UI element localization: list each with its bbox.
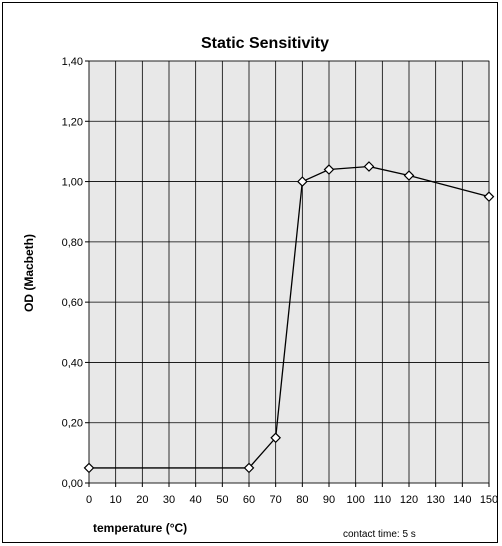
x-tick-label: 20 xyxy=(136,494,148,506)
grid-lines xyxy=(88,60,490,484)
data-point-marker xyxy=(296,176,308,187)
x-tick-label: 0 xyxy=(86,494,92,506)
x-axis-title: temperature (°C) xyxy=(93,521,187,535)
plot-area xyxy=(88,60,490,484)
x-tick-label: 70 xyxy=(270,494,282,506)
data-point-marker xyxy=(243,462,255,474)
x-tick-label: 100 xyxy=(346,494,364,506)
x-axis-ticks: 0 10 20 30 40 50 60 70 80 90 100 110 120 130 140 150 xyxy=(86,483,498,506)
data-point-marker xyxy=(403,170,415,181)
data-point-marker xyxy=(483,191,495,202)
data-point-marker xyxy=(270,432,282,444)
data-point-marker xyxy=(363,161,375,172)
x-tick-label: 120 xyxy=(400,494,418,506)
chart-frame: Static Sensitivity 0,00 0,20 0,40 0,60 0,80 1… xyxy=(2,2,498,543)
contact-time-note: contact time: 5 s xyxy=(343,529,416,540)
series-line xyxy=(89,165,490,469)
x-tick-label: 150 xyxy=(480,494,498,506)
y-tick-label: 0,60 xyxy=(62,297,83,309)
x-tick-label: 40 xyxy=(190,494,202,506)
x-tick-label: 80 xyxy=(296,494,308,506)
chart-title: Static Sensitivity xyxy=(201,35,329,52)
x-tick-label: 10 xyxy=(110,494,122,506)
x-tick-label: 90 xyxy=(323,494,335,506)
x-tick-label: 130 xyxy=(426,494,444,506)
static-sensitivity-chart: Static Sensitivity 0,00 0,20 0,40 0,60 0,80 1… xyxy=(22,35,498,540)
y-axis-ticks: 0,00 0,20 0,40 0,60 0,80 1,00 1,20 1,40 xyxy=(62,56,89,490)
x-tick-label: 30 xyxy=(163,494,175,506)
y-tick-label: 0,40 xyxy=(62,357,83,369)
y-tick-label: 1,20 xyxy=(62,116,83,128)
y-tick-label: 1,40 xyxy=(62,56,83,68)
x-tick-label: 60 xyxy=(243,494,255,506)
x-tick-label: 110 xyxy=(374,494,392,506)
data-point-marker xyxy=(323,164,335,175)
data-point-marker xyxy=(83,462,95,474)
y-tick-label: 0,80 xyxy=(62,237,83,249)
x-tick-label: 140 xyxy=(453,494,471,506)
series-group xyxy=(83,161,495,474)
y-tick-label: 0,00 xyxy=(62,478,83,490)
x-tick-label: 50 xyxy=(216,494,228,506)
y-tick-label: 0,20 xyxy=(62,418,83,430)
y-tick-label: 1,00 xyxy=(62,177,83,189)
y-axis-title: OD (Macbeth) xyxy=(22,234,36,312)
